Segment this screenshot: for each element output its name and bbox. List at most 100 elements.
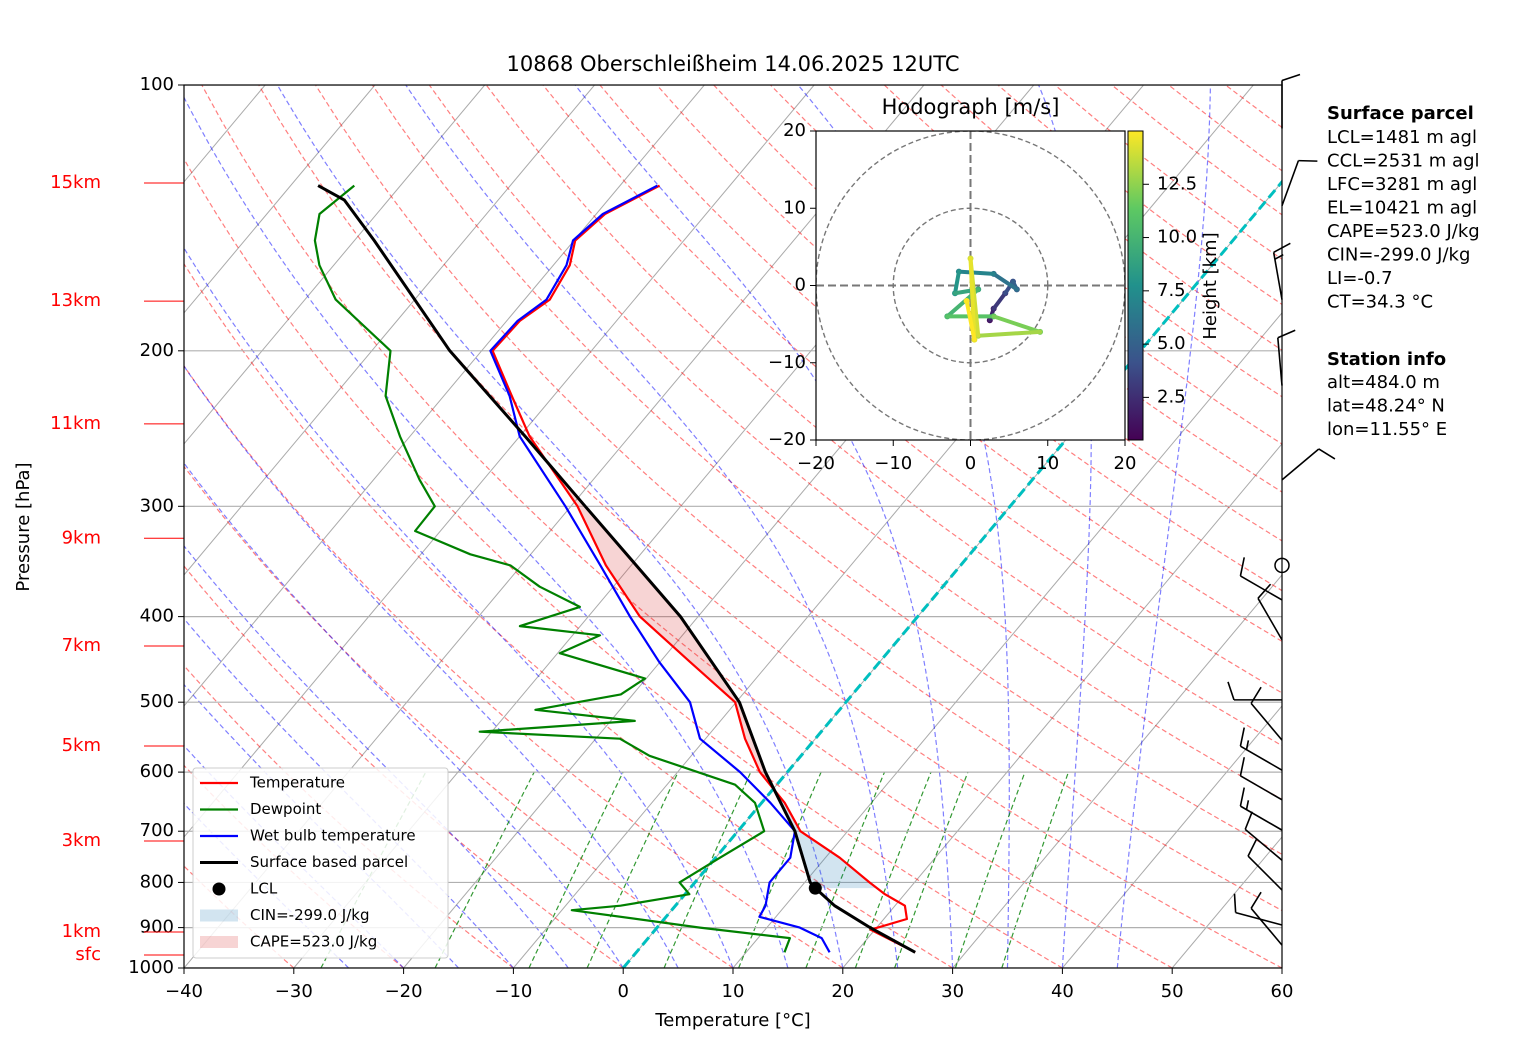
wind-barb <box>1227 681 1282 701</box>
wind-barb <box>1233 893 1283 926</box>
colorbar-tick-label: 2.5 <box>1157 386 1186 407</box>
isotherm <box>184 85 486 445</box>
info-line: LI=-0.7 <box>1327 268 1393 289</box>
profile-line <box>317 184 916 954</box>
colorbar-label: Height [km] <box>1200 232 1221 339</box>
info-line: CAPE=523.0 J/kg <box>1327 221 1480 242</box>
height-tick-label: 7km <box>62 635 101 656</box>
hodograph-title: Hodograph [m/s] <box>882 95 1060 119</box>
info-line: lon=11.55° E <box>1327 419 1447 440</box>
legend-label: Wet bulb temperature <box>250 827 416 845</box>
dry-adiabat <box>184 262 953 968</box>
barb-shaft <box>1281 160 1300 206</box>
hodograph: Hodograph [m/s] −20 −10 0 10 20 −20 −10 0 10 20 2.5… <box>768 95 1221 474</box>
mixing-ratio-line <box>663 771 752 968</box>
dry-adiabat <box>258 85 1282 968</box>
hodograph-segment <box>956 269 996 276</box>
barb-full <box>1277 329 1296 339</box>
wind-barb <box>1250 686 1283 741</box>
barb-shaft <box>1247 855 1283 891</box>
barb-full <box>1244 811 1253 830</box>
height-tick-label: 13km <box>50 290 101 311</box>
wind-barb <box>1239 757 1283 801</box>
barb-full <box>1239 787 1246 807</box>
info-line: alt=484.0 m <box>1327 372 1440 393</box>
hodograph-segment <box>968 256 977 342</box>
legend-box <box>192 767 449 959</box>
x-tick-label: 10 <box>722 981 745 1002</box>
moist-adiabat <box>405 85 899 968</box>
info-line: EL=10421 m agl <box>1327 198 1477 219</box>
x-tick-label: −40 <box>165 981 203 1002</box>
moist-adiabat <box>184 617 514 968</box>
hodograph-segment <box>976 329 1043 338</box>
isotherm <box>1062 705 1282 968</box>
barb-half <box>1245 740 1250 750</box>
x-tick-label: −10 <box>874 453 912 474</box>
dry-adiabat <box>184 364 844 968</box>
isotherm <box>732 312 1282 968</box>
wind-barb <box>1274 557 1290 574</box>
colorbar-tick-label: 10.0 <box>1157 227 1197 248</box>
legend-swatch <box>200 936 238 948</box>
x-tick-label: −20 <box>797 453 835 474</box>
info-title: Surface parcel <box>1327 103 1474 124</box>
moist-adiabat <box>184 96 789 968</box>
x-tick-label: −30 <box>275 981 313 1002</box>
x-tick-label: 20 <box>1114 453 1137 474</box>
profile-line <box>489 184 831 953</box>
wind-barb <box>1277 329 1296 386</box>
x-tick-label: 40 <box>1051 981 1074 1002</box>
moist-adiabat <box>276 85 844 968</box>
barb-full <box>1233 893 1237 913</box>
dry-adiabat <box>184 565 624 968</box>
barb-shaft <box>1240 575 1283 601</box>
barb-full <box>1239 727 1246 747</box>
y-tick-label: −20 <box>768 429 806 450</box>
barb-shaft <box>1277 337 1283 386</box>
wind-barb <box>1247 838 1283 891</box>
chart-title: 10868 Oberschleißheim 14.06.2025 12UTC <box>507 52 960 76</box>
hodograph-segment <box>991 271 1019 292</box>
legend: Temperature Dewpoint Wet bulb temperature S… <box>192 767 449 959</box>
info-title: Station info <box>1327 349 1446 370</box>
barb-shaft <box>1240 805 1283 831</box>
colorbar <box>1127 130 1144 441</box>
legend-swatch <box>212 882 226 896</box>
dry-adiabat <box>184 157 1063 968</box>
freezing-isotherm <box>622 179 1282 968</box>
isotherm <box>184 85 595 576</box>
y-tick-label: 1000 <box>128 957 174 978</box>
barb-shaft <box>1244 828 1283 861</box>
barb-full <box>1318 448 1336 460</box>
cin-area <box>773 789 877 889</box>
barb-shaft <box>1250 907 1283 946</box>
wind-barb <box>1257 583 1283 641</box>
y-tick-label: 900 <box>140 917 174 938</box>
height-tick-label: 1km <box>62 921 101 942</box>
height-tick-label: 3km <box>62 830 101 851</box>
legend-label: LCL <box>250 880 278 898</box>
dry-adiabat <box>428 85 1282 801</box>
x-tick-label: 0 <box>617 981 628 1002</box>
dry-adiabat <box>184 465 734 968</box>
wind-barb <box>1281 448 1336 481</box>
y-tick-label: 100 <box>140 74 174 95</box>
wind-barb <box>1250 891 1283 946</box>
moist-adiabat <box>184 247 734 968</box>
y-tick-label: 700 <box>140 820 174 841</box>
barb-full <box>1273 242 1291 254</box>
y-tick-label: 20 <box>783 120 806 141</box>
x-tick-label: 30 <box>941 981 964 1002</box>
height-tick-label: sfc <box>75 944 101 965</box>
moist-adiabat <box>184 365 679 968</box>
x-tick-label: 0 <box>965 453 976 474</box>
barb-shaft <box>1235 911 1283 926</box>
wind-barb <box>1281 159 1318 206</box>
barb-full <box>1250 891 1262 909</box>
x-tick-label: −10 <box>494 981 532 1002</box>
info-line: LCL=1481 m agl <box>1327 127 1477 148</box>
y-tick-label: −10 <box>768 352 806 373</box>
